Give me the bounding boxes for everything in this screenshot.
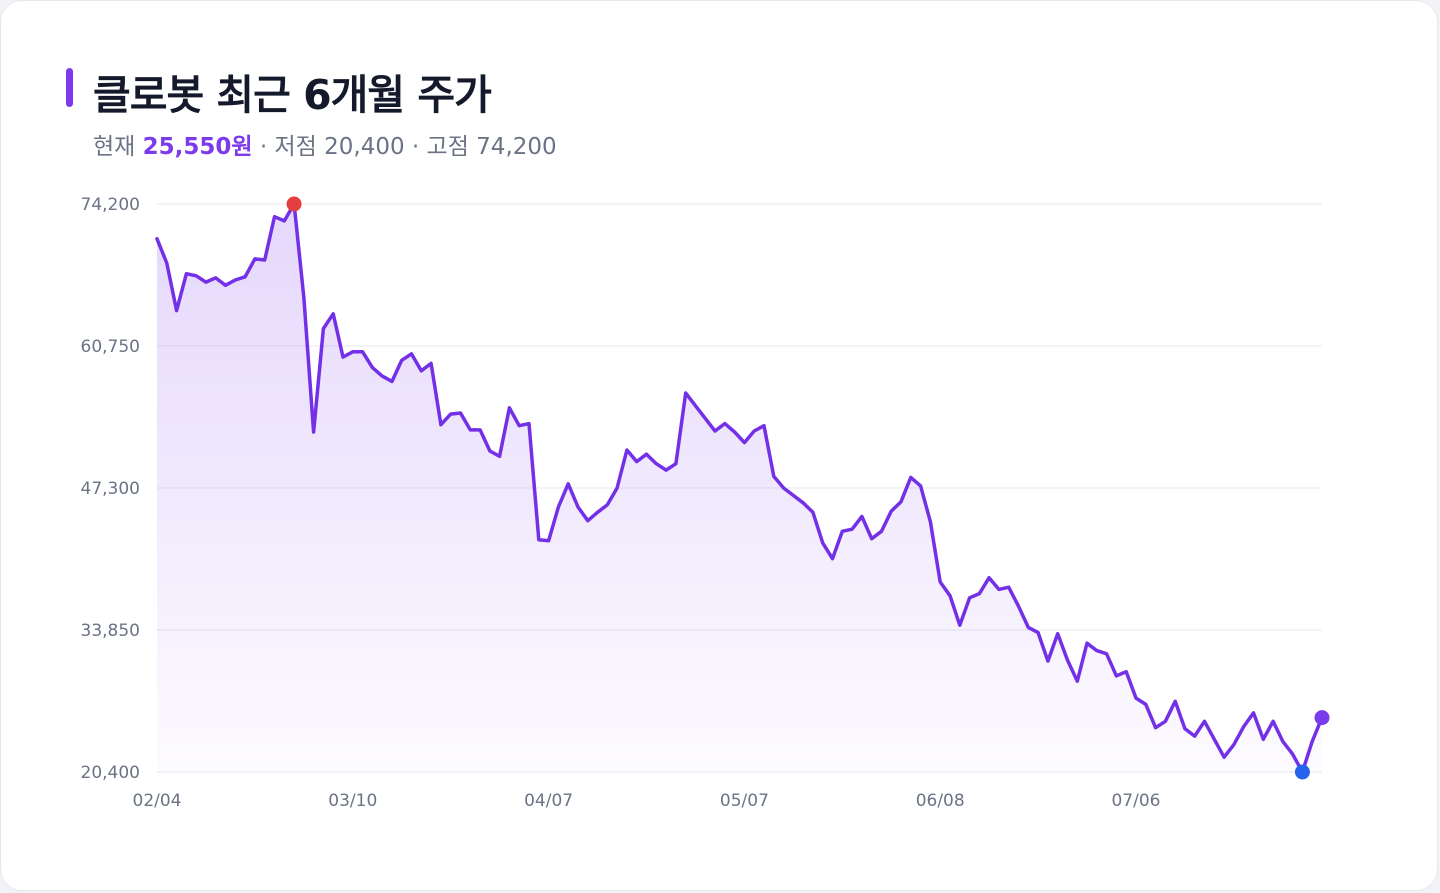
y-tick-label: 47,300 [81,479,140,499]
low-price-text: · 저점 20,400 [259,134,405,160]
x-tick-label: 05/07 [720,791,769,811]
price-markers [286,196,1330,780]
x-tick-label: 06/08 [916,791,965,811]
x-tick-label: 04/07 [524,791,573,811]
price-summary: 현재 25,550원 · 저점 20,400 · 고점 74,200 [93,127,557,161]
current-price: 25,550원 [142,134,253,160]
current-label: 현재 [93,134,136,160]
low-point-marker [1294,764,1310,780]
page-title: 클로봇 최근 6개월 주가 [93,71,492,119]
current-point-marker [1314,710,1330,726]
high-price-text: · 고점 74,200 [411,134,557,160]
y-tick-label: 60,750 [81,337,140,357]
high-point-marker [286,196,302,212]
y-tick-label: 74,200 [81,195,140,215]
price-line [155,202,1324,774]
x-tick-label: 02/04 [133,791,182,811]
y-tick-label: 33,850 [81,621,140,641]
x-tick-label: 03/10 [328,791,377,811]
y-axis-labels: 74,200 60,750 47,300 33,850 20,400 [81,195,140,783]
title-accent-bar [66,68,73,107]
x-axis-labels: 02/04 03/10 04/07 05/07 06/08 07/06 [133,791,1161,811]
y-tick-label: 20,400 [81,763,140,783]
x-tick-label: 07/06 [1111,791,1160,811]
